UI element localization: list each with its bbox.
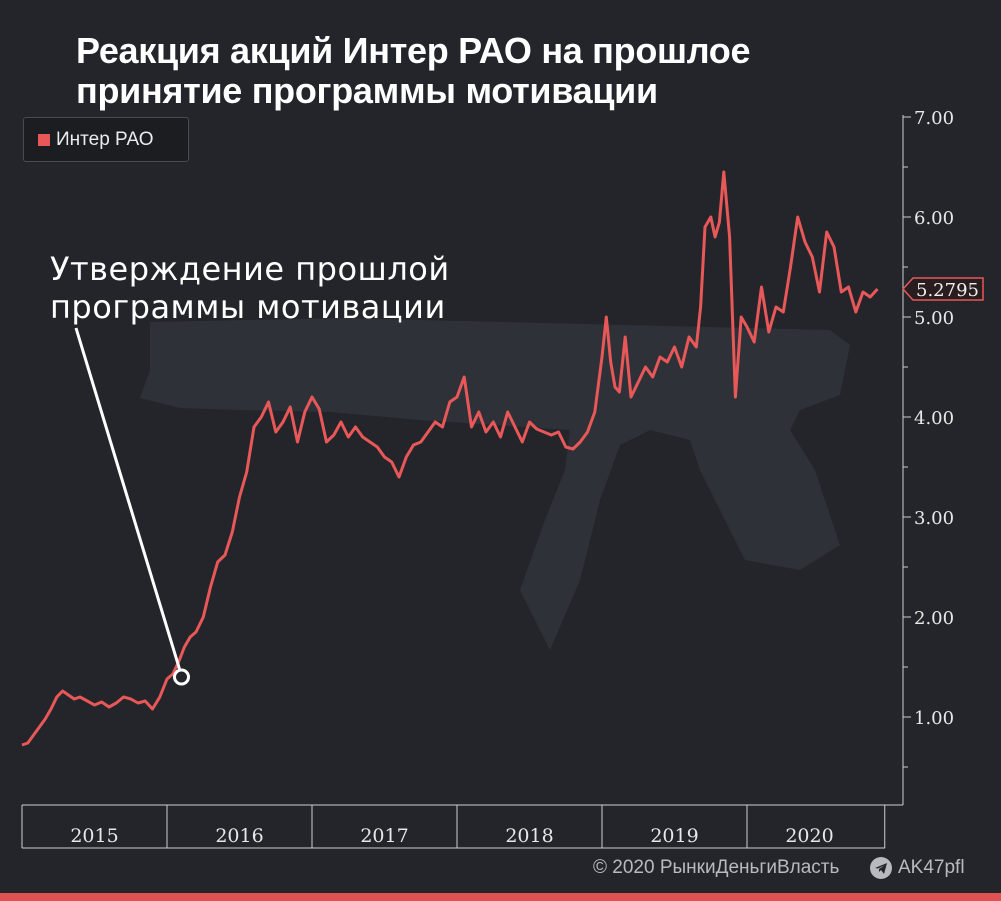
last-price-marker: 5.2795: [901, 277, 984, 301]
legend: Интер РАО: [23, 117, 189, 162]
x-tick-label-2015: 2015: [70, 825, 118, 847]
y-tick-label-1.00: 1.00: [914, 708, 954, 729]
x-tick-label-2016: 2016: [215, 825, 263, 847]
x-tick-label-2018: 2018: [505, 825, 553, 847]
series-line-0: [21, 170, 879, 747]
x-tick-label-2017: 2017: [360, 825, 408, 847]
annotation-text: Утверждение прошлой программы мотивации: [50, 250, 450, 326]
x-tick-label-2020: 2020: [785, 825, 833, 847]
annotation-line2: программы мотивации: [50, 288, 446, 326]
y-tick-label-3.00: 3.00: [914, 508, 954, 529]
annotation-line1: Утверждение прошлой: [50, 250, 450, 288]
annotation-pointer: [74, 327, 190, 686]
annotation-circle: [173, 668, 190, 686]
series-group: [21, 170, 879, 747]
y-tick-label-2.00: 2.00: [914, 608, 954, 629]
y-tick-label-4.00: 4.00: [914, 408, 954, 429]
y-tick-label-7.00: 7.00: [914, 108, 954, 129]
chart-title-line2: принятие программы мотивации: [76, 70, 658, 111]
telegram-handle: AK47pfl: [898, 857, 965, 878]
y-tick-label-6.00: 6.00: [914, 208, 954, 229]
y-tick-label-5.00: 5.00: [914, 308, 954, 329]
annotation-leader-line: [74, 327, 181, 670]
last-price-tag: [901, 277, 984, 301]
x-tick-label-2019: 2019: [650, 825, 698, 847]
bottom-accent-bar: [0, 893, 1001, 901]
telegram-icon: [870, 857, 892, 879]
last-price-label: 5.2795: [916, 280, 979, 301]
legend-swatch: [38, 133, 50, 146]
chart-title-line1: Реакция акций Интер РАО на прошлое: [76, 30, 751, 71]
copyright-text: © 2020 РынкиДеньгиВласть: [593, 857, 840, 878]
axes: 1.00 2.00 3.00 4.00 5.00 6.00 7.00 2015 2016 2017…: [21, 108, 954, 849]
legend-label: Интер РАО: [56, 128, 154, 150]
rifle-watermark: [140, 318, 850, 650]
